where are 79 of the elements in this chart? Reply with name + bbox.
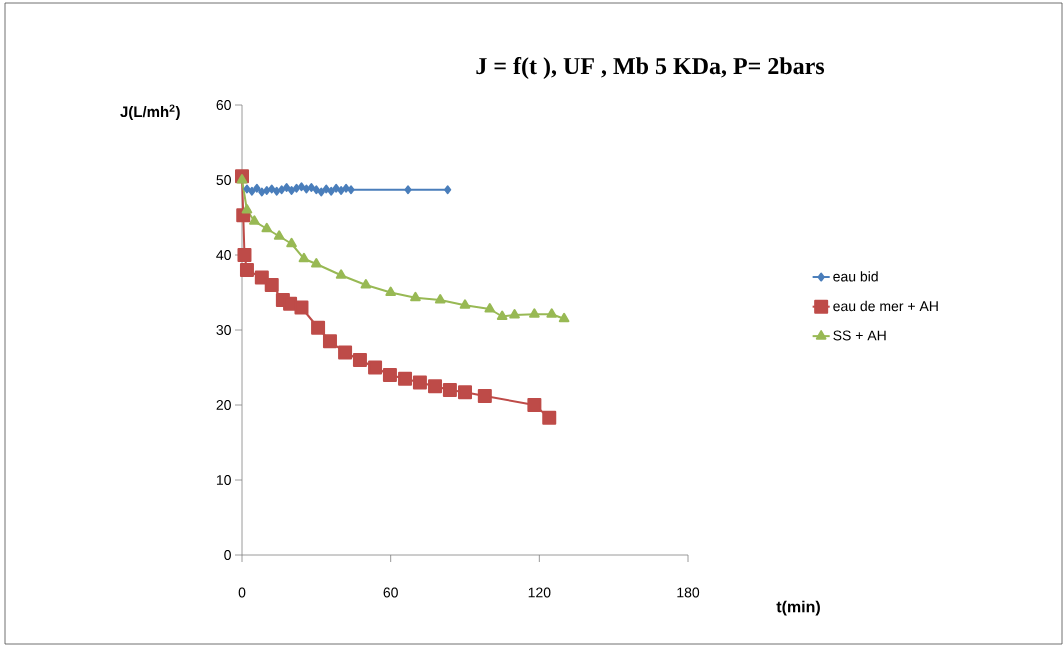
point: [352, 353, 367, 368]
point: [286, 237, 297, 248]
y-tick-label: 10: [216, 475, 231, 485]
point: [542, 410, 557, 425]
point: [287, 186, 296, 196]
legend-label: SS + AH: [833, 330, 886, 341]
point: [337, 186, 345, 196]
point: [342, 183, 350, 193]
point: [558, 312, 570, 323]
point: [236, 174, 248, 184]
point: [239, 263, 254, 278]
point: [273, 186, 281, 196]
x-tick-label: 120: [528, 587, 551, 598]
y-tick-label: 30: [216, 325, 231, 335]
point: [385, 286, 396, 297]
point: [412, 375, 427, 390]
point: [347, 185, 355, 195]
point: [248, 186, 256, 196]
point: [249, 215, 260, 225]
point: [263, 186, 271, 196]
point: [496, 310, 508, 321]
point: [261, 222, 273, 233]
y-axis-title: J(L/mh$^{2}$): [120, 104, 180, 121]
point: [311, 320, 326, 335]
legend-label: eau de mer + AH: [833, 300, 938, 312]
point: [382, 368, 397, 383]
point: [237, 248, 252, 262]
point: [477, 389, 492, 404]
point: [428, 379, 443, 394]
point: [509, 309, 520, 319]
point: [335, 269, 347, 279]
point: [368, 360, 383, 375]
point: [484, 303, 496, 313]
point: [410, 291, 421, 302]
point: [311, 258, 322, 268]
x-tick-label: 60: [383, 587, 398, 598]
point: [317, 187, 325, 197]
point: [307, 183, 316, 193]
chart-title: J = f(t ), UF , Mb 5 KDa, P= 2bars: [476, 57, 825, 80]
point: [297, 182, 306, 192]
point: [444, 185, 452, 195]
point: [458, 385, 473, 400]
point: [253, 183, 261, 193]
point: [268, 184, 276, 194]
y-tick-label: 0: [224, 550, 231, 560]
point: [278, 185, 286, 195]
point: [327, 186, 335, 196]
legend-label: eau bid: [833, 271, 878, 282]
point: [529, 308, 540, 318]
y-tick-label: 50: [216, 175, 231, 185]
point: [527, 398, 542, 413]
x-axis-title: t(min): [776, 600, 820, 616]
y-tick-label: 60: [216, 100, 231, 110]
point: [338, 345, 353, 360]
point: [312, 185, 320, 195]
point: [360, 279, 372, 289]
point: [459, 299, 471, 309]
point: [298, 252, 310, 263]
point: [302, 184, 311, 194]
point: [294, 300, 309, 315]
point: [243, 184, 251, 194]
x-tick-label: 0: [238, 587, 246, 598]
point: [273, 230, 285, 240]
y-tick-label: 40: [216, 250, 231, 260]
point: [322, 334, 337, 349]
point: [322, 184, 330, 194]
point: [434, 294, 446, 304]
point: [332, 183, 340, 193]
point: [404, 185, 412, 195]
point: [442, 383, 457, 397]
point: [258, 187, 266, 197]
point: [282, 183, 291, 193]
point: [241, 204, 253, 214]
point: [264, 278, 279, 292]
point: [292, 183, 301, 193]
point: [546, 308, 558, 318]
x-tick-label: 180: [677, 587, 700, 598]
y-tick-label: 20: [216, 400, 231, 410]
point: [398, 371, 413, 386]
